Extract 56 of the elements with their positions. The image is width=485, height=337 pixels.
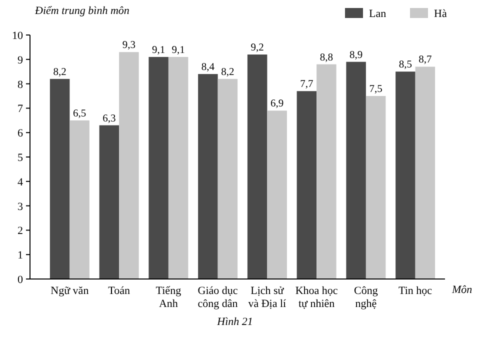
data-label: 9,2	[250, 42, 264, 54]
x-tick-label: Tiếng Anh	[156, 285, 182, 310]
bar	[316, 64, 336, 279]
y-tick-label: 5	[18, 152, 24, 164]
data-label: 8,2	[221, 66, 234, 78]
x-tick-label: Lịch sử và Địa lí	[248, 285, 286, 310]
data-label: 7,7	[300, 79, 314, 90]
data-label: 8,2	[53, 66, 66, 78]
bar	[247, 54, 268, 279]
x-tick-label: Giáo dục công dân	[198, 285, 238, 310]
data-label: 9,1	[172, 44, 185, 56]
bar	[267, 110, 287, 279]
data-label: 8,8	[320, 52, 333, 64]
bar	[396, 72, 416, 279]
bar	[296, 91, 317, 279]
bar	[99, 125, 120, 279]
y-tick-label: 2	[18, 225, 23, 238]
bar	[119, 52, 139, 279]
x-tick-label: Tin học	[398, 285, 432, 297]
y-tick-label: 9	[18, 54, 24, 66]
x-tick-label: Công nghệ	[354, 285, 378, 310]
x-tick-label: Khoa học tự nhiên	[295, 285, 338, 310]
data-label: 8,4	[201, 62, 216, 74]
y-axis-title: Điểm trung bình môn	[34, 5, 130, 17]
y-tick-label: 4	[18, 176, 24, 188]
bar	[346, 62, 366, 279]
y-tick-label: 0	[18, 274, 24, 286]
data-label: 6,5	[73, 108, 86, 120]
y-tick-label: 1	[18, 250, 23, 262]
bar	[218, 78, 238, 279]
y-tick-label: 8	[18, 78, 24, 91]
y-tick-label: 3	[18, 200, 24, 213]
bar	[148, 56, 168, 279]
bar	[366, 96, 386, 279]
data-label: 9,3	[122, 40, 136, 52]
data-label: 8,7	[418, 54, 432, 66]
data-label: 7,5	[369, 84, 382, 95]
data-label: 8,5	[398, 60, 412, 71]
y-tick-label: 10	[12, 30, 24, 42]
bar	[198, 74, 218, 279]
bar	[168, 56, 188, 279]
text: Hình 21	[216, 316, 253, 328]
bar	[70, 120, 90, 279]
data-label: 9,1	[152, 44, 166, 56]
data-label: 6,3	[102, 113, 116, 124]
x-axis-title: Môn	[451, 284, 473, 296]
data-label: 6,9	[270, 98, 284, 110]
y-tick-label: 7	[18, 103, 24, 116]
bar	[415, 66, 436, 279]
legend-label: Hà	[434, 8, 447, 20]
y-tick-label: 6	[18, 128, 24, 140]
x-tick-label: Ngữ văn	[50, 285, 90, 297]
legend-label: Lan	[369, 8, 387, 20]
bar	[50, 78, 70, 279]
x-tick-label: Toán	[108, 285, 130, 297]
data-label: 8,9	[350, 50, 363, 61]
